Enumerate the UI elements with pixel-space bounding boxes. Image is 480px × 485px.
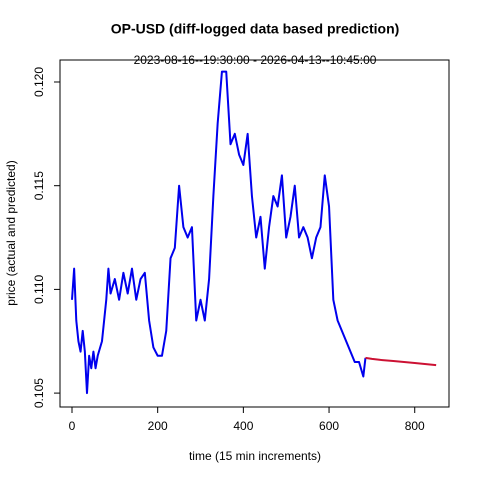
- y-tick-label: 0.110: [32, 275, 46, 304]
- x-tick-label: 0: [69, 419, 76, 433]
- y-tick-label: 0.115: [32, 171, 46, 200]
- x-tick-label: 800: [405, 419, 425, 433]
- y-tick-label: 0.105: [32, 378, 46, 408]
- x-tick-label: 400: [233, 419, 253, 433]
- x-axis-label: time (15 min increments): [189, 449, 321, 463]
- x-tick-label: 200: [148, 419, 168, 433]
- chart-title: OP-USD (diff-logged data based predictio…: [111, 21, 400, 37]
- x-tick-label: 600: [319, 419, 339, 433]
- y-axis-label: price (actual and predicted): [4, 160, 18, 305]
- plot-frame: [59, 59, 450, 408]
- price-line: [365, 356, 437, 367]
- price-line: [70, 70, 367, 395]
- y-tick-label: 0.120: [32, 67, 46, 97]
